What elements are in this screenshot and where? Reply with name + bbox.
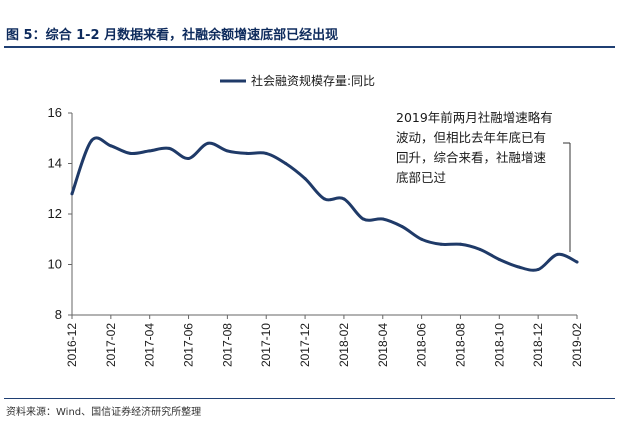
x-tick-label: 2017-06 [182,323,196,367]
legend: 社会融资规模存量:同比 [220,73,375,88]
data-point [167,146,171,150]
y-tick-label: 10 [48,257,62,272]
x-tick-label: 2017-12 [298,323,312,367]
figure-title: 图 5：综合 1-2 月数据来看，社融余额增速底部已经出现 [6,28,339,43]
data-point [497,258,501,261]
data-point [89,139,93,143]
y-tick-label: 8 [55,307,62,322]
data-point [361,217,365,221]
x-tick-label: 2018-10 [492,323,506,367]
data-point [478,247,482,251]
data-point [187,157,190,160]
data-point [459,242,462,246]
y-axis: 16 14 12 10 8 [48,105,73,322]
data-point [303,177,307,181]
data-point [225,149,229,153]
x-tick-label: 2017-04 [143,323,157,367]
series-group [70,136,579,272]
x-tick-label: 2017-02 [104,323,118,367]
data-point [420,237,424,241]
title-rule [4,46,615,48]
x-tick-label: 2018-02 [337,323,351,367]
y-tick-label: 12 [48,206,62,221]
data-point [381,217,385,221]
data-point [128,151,132,155]
legend-label: 社会融资规模存量:同比 [251,73,375,88]
chart-annotation: 2019年前两月社融增速略有波动，但相比去年年底已有回升，综合来看，社融增速底部… [396,110,553,185]
x-tick-label: 2018-06 [415,323,429,367]
data-point [70,192,74,196]
data-point [575,260,579,264]
data-point [536,268,540,271]
source-note: 资料来源：Wind、国信证券经济研究所整理 [6,407,202,418]
x-tick-label: 2017-08 [220,323,234,367]
x-tick-label: 2018-04 [376,323,390,367]
y-tick-label: 16 [48,105,62,120]
data-point [400,225,404,229]
data-point [284,162,288,165]
data-point [439,242,443,246]
data-point [109,144,113,148]
data-point [323,197,326,201]
data-point [517,265,521,269]
x-tick-label: 2016-12 [65,323,79,367]
x-tick-label: 2018-08 [453,323,467,367]
data-point [264,151,268,155]
data-point [148,149,152,153]
x-tick-label: 2017-10 [259,323,273,367]
y-tick-label: 14 [48,156,62,171]
data-point [206,141,210,145]
x-tick-label: 2019-02 [570,323,584,367]
source-rule [4,398,615,399]
data-point [245,151,249,155]
x-tick-label: 2018-12 [531,323,545,367]
x-axis: 2016-12 2017-02 2017-04 2017-06 2017-08 2017-… [65,314,584,367]
data-point [556,252,560,256]
data-point [342,197,346,201]
